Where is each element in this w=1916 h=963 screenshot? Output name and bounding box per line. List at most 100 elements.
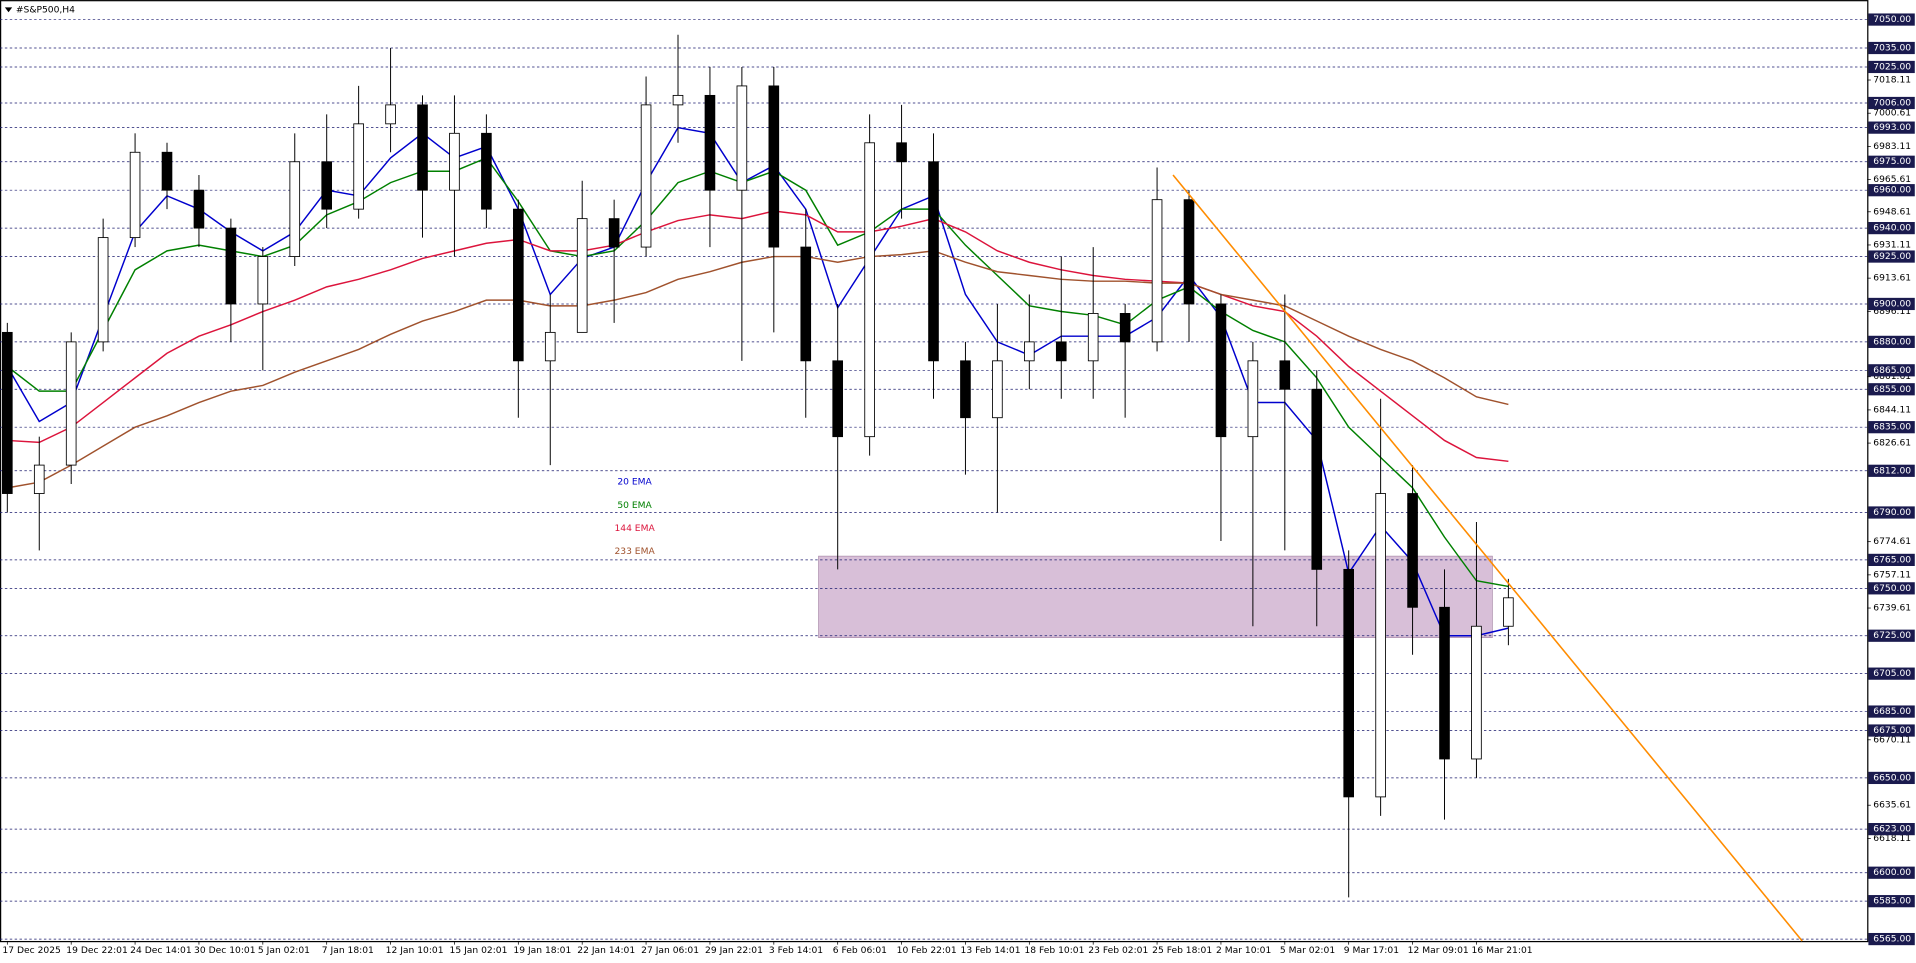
candle-body [1407,493,1418,608]
y-tick-label: 6826.61 [1873,439,1911,449]
x-tick-label: 25 Feb 18:01 [1152,946,1212,956]
ema-line [7,250,1509,489]
y-tick-label: 6757.11 [1873,570,1911,580]
level-label-box [1868,582,1915,595]
level-label-box [1868,41,1915,55]
candle-body [1279,360,1291,390]
level-label-box [1868,155,1915,168]
x-tick-label: 6 Feb 06:01 [833,946,887,956]
candle-body [704,94,716,191]
level-label-box [1868,364,1915,377]
level-label: 6925.00 [1873,252,1911,262]
x-tick-label: 16 Mar 21:01 [1472,946,1533,956]
level-label-box [1868,895,1915,908]
y-tick-label: 6861.61 [1873,372,1911,382]
y-tick-label: 6913.61 [1873,274,1911,284]
candle-body [321,161,333,210]
candle-body [1055,341,1067,362]
candle-body [481,132,492,210]
x-tick-label: 23 Feb 02:01 [1088,946,1148,956]
candle-body [1439,606,1450,760]
menu-triangle[interactable] [4,7,13,13]
level-label: 6623.00 [1873,825,1911,835]
level-label-box [1868,121,1915,134]
trendline [1172,174,1803,942]
candle-body [193,189,205,229]
candle-body [129,151,141,239]
candle-body [768,85,780,248]
candle-body [1375,493,1386,798]
x-tick-label: 29 Jan 22:01 [705,946,763,956]
candle-body [896,142,907,163]
level-label-box [1868,667,1915,680]
candle-body [928,161,939,362]
y-tick-label: 6739.61 [1873,604,1911,614]
x-tick-label: 9 Mar 17:01 [1344,946,1399,956]
x-tick-label: 5 Mar 02:01 [1280,946,1335,956]
candle-body [608,218,620,248]
level-label: 7035.00 [1873,44,1911,54]
legend-entry: 20 EMA [617,478,652,488]
candle-body [1087,313,1099,362]
candle-body [864,142,875,438]
y-tick-label: 6844.11 [1873,405,1911,415]
level-label: 6675.00 [1873,726,1911,736]
plot-area [0,19,1868,942]
x-tick-label: 3 Feb 14:01 [769,946,823,956]
candle-body [1343,568,1355,798]
y-tick-label: 6670.11 [1873,735,1911,745]
candle-body [800,246,812,362]
candle-body [576,218,588,333]
x-tick-label: 15 Jan 02:01 [450,946,508,956]
candle-body [672,94,684,106]
level-label: 6900.00 [1873,299,1911,309]
level-label-box [1868,383,1915,396]
level-label-box [1868,222,1915,235]
y-tick-label: 6618.11 [1873,834,1911,844]
y-tick-label: 6965.61 [1873,175,1911,185]
candle-body [2,331,13,494]
level-label: 6685.00 [1873,707,1911,717]
ema-line [7,210,1509,463]
candle-body [832,360,844,438]
level-label-box [1868,866,1915,879]
level-label: 6725.00 [1873,631,1911,641]
candle-body [257,256,269,305]
x-tick-label: 13 Feb 14:01 [961,946,1021,956]
candle-body [417,104,428,191]
x-tick-label: 30 Dec 10:01 [194,946,255,956]
ema-line [6,126,1509,637]
level-label-box [1868,553,1915,566]
candle-body [544,331,556,362]
legend-entry: 233 EMA [614,547,655,557]
level-label: 7050.00 [1873,15,1911,25]
candle-body [1024,341,1035,362]
candle-body [736,85,748,191]
candle-body [513,208,524,362]
level-label: 6650.00 [1873,773,1911,783]
x-tick-label: 10 Feb 22:01 [897,946,957,956]
level-label-box [1868,771,1915,785]
x-tick-label: 19 Jan 18:01 [513,946,571,956]
level-label: 6812.00 [1873,466,1911,476]
level-label-box [1868,823,1915,836]
level-label: 7006.00 [1873,98,1911,108]
x-tick-label: 5 Jan 02:01 [258,946,310,956]
level-label-box [1868,60,1915,74]
candle-body [1247,360,1259,438]
level-label-box [1868,250,1915,263]
candle-body [1151,199,1163,343]
x-tick-label: 27 Jan 06:01 [641,946,699,956]
level-label: 6765.00 [1873,555,1911,565]
ema-line [6,157,1509,588]
candle-body [960,360,971,419]
x-tick-label: 24 Dec 14:01 [130,946,191,956]
y-tick-label: 6983.11 [1873,142,1911,152]
x-tick-label: 12 Jan 10:01 [386,946,444,956]
x-tick-label: 22 Jan 14:01 [577,946,635,956]
level-label-box [1868,629,1915,642]
legend-entry: 50 EMA [617,501,652,511]
chart-title: #S&P500,H4 [16,5,75,15]
level-label: 6940.00 [1873,224,1911,234]
level-label-box [1868,932,1915,946]
